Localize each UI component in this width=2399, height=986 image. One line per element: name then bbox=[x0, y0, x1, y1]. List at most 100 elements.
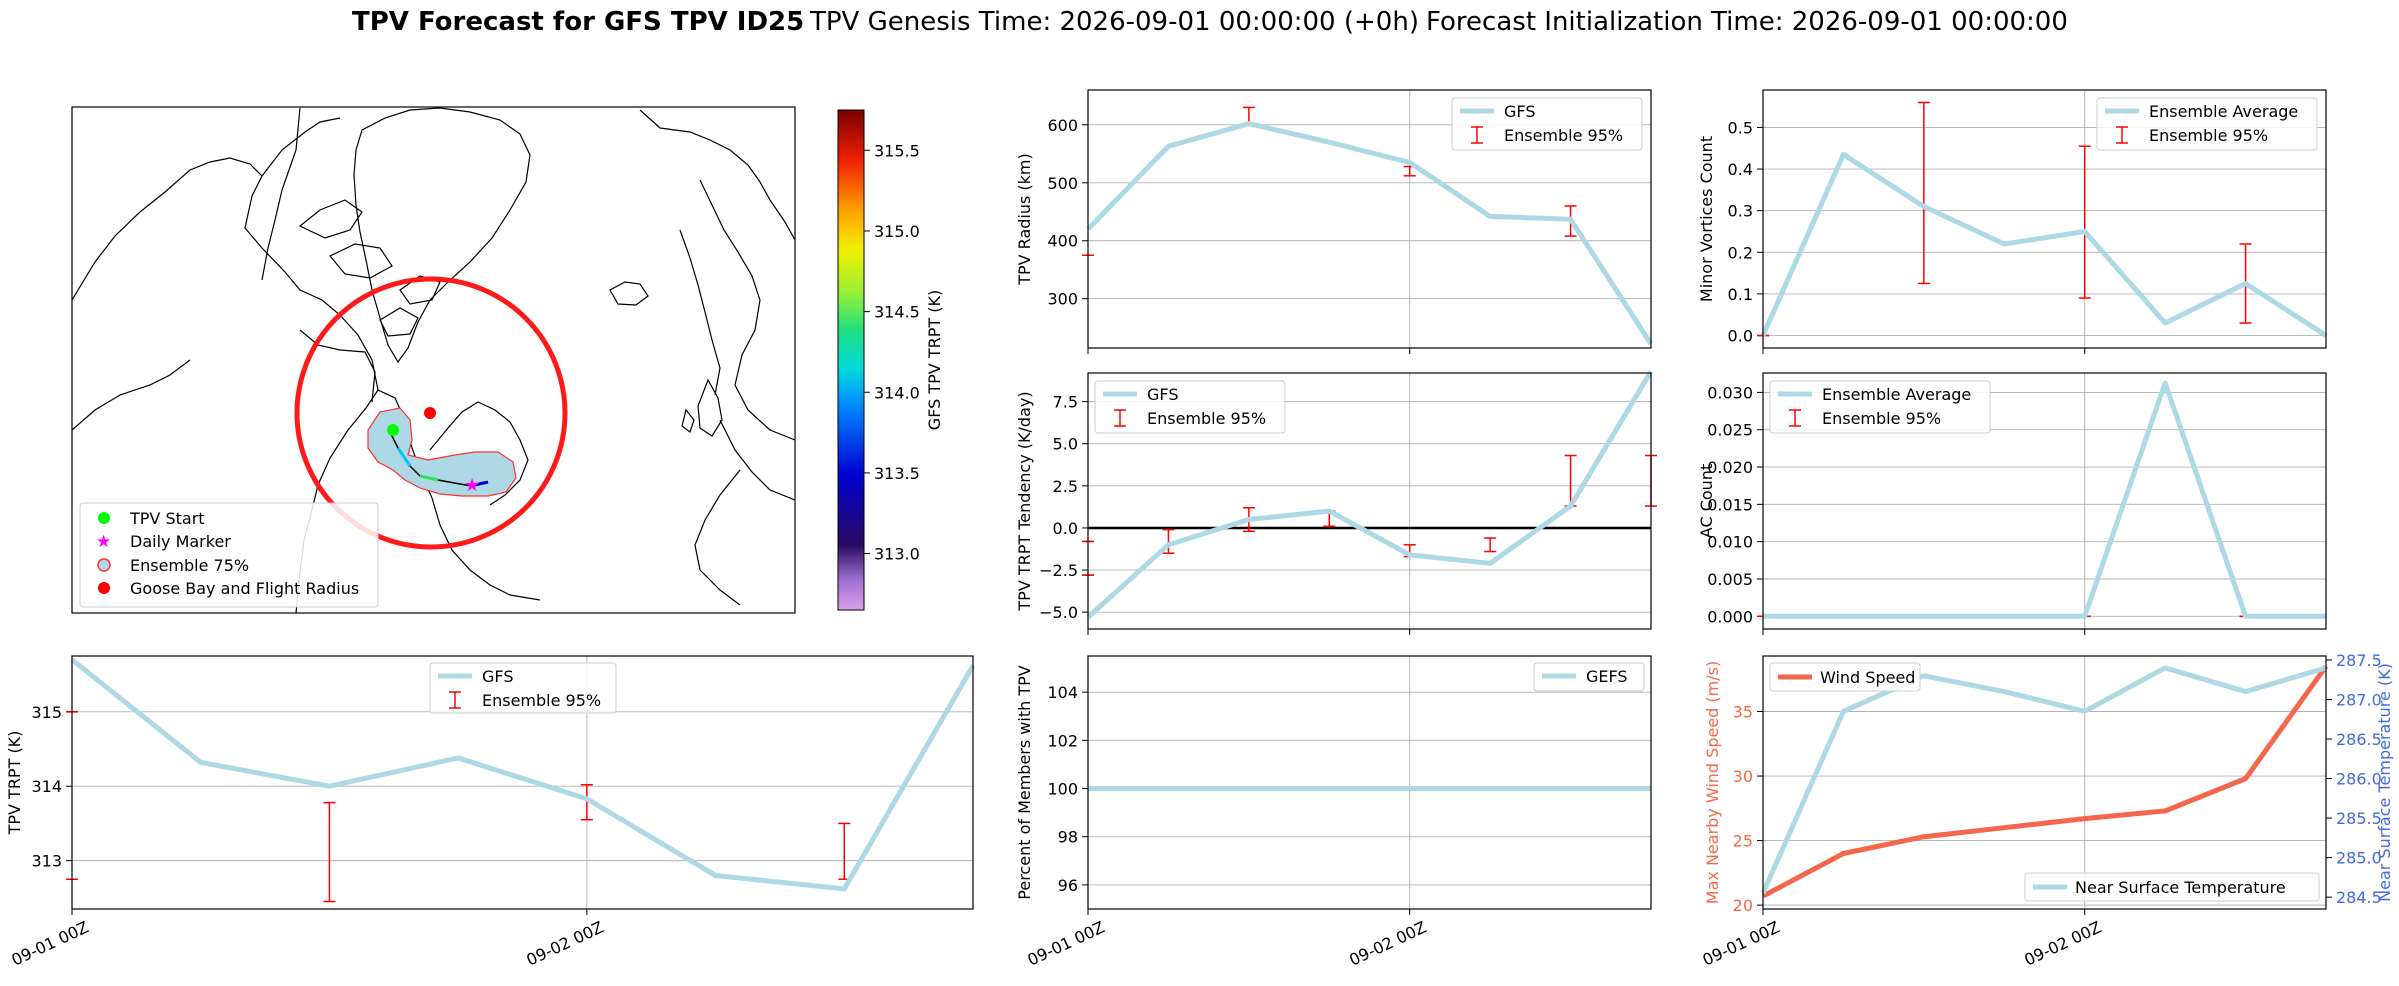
legend-start-icon bbox=[98, 512, 110, 524]
tick-label-y: 600 bbox=[1047, 116, 1078, 135]
goose-bay-marker bbox=[424, 407, 436, 419]
legend-label: GEFS bbox=[1586, 667, 1628, 686]
tick-label-y: 0.1 bbox=[1728, 285, 1753, 304]
chart-members: 96 98 100 102 104 Percent of Members with TPV… bbox=[1015, 655, 1652, 970]
legend: Ensemble Average Ensemble 95% bbox=[1769, 380, 1991, 434]
tick-label-y: 5.0 bbox=[1053, 435, 1078, 454]
tick-label-y: 0.010 bbox=[1707, 533, 1753, 552]
figure-title-bold: TPV Forecast for GFS TPV ID25 bbox=[352, 7, 804, 37]
legend-box bbox=[1769, 662, 1921, 692]
figure-title-init: Forecast Initialization Time: 2026-09-01… bbox=[1426, 7, 2068, 37]
tick-label-y: 0.000 bbox=[1707, 607, 1753, 626]
tick-label-y: 96 bbox=[1058, 876, 1078, 895]
legend-box bbox=[1769, 380, 1991, 434]
tick-label-y: 0.0 bbox=[1053, 519, 1078, 538]
tick-label-y: 315 bbox=[31, 703, 62, 722]
legend-star-icon: ★ bbox=[96, 532, 111, 552]
tick-label-y2: 285.5 bbox=[2336, 809, 2382, 828]
tick-label-y: 0.025 bbox=[1707, 421, 1753, 440]
plot-frame bbox=[1762, 372, 2327, 630]
tick-label-y: 20 bbox=[1733, 896, 1753, 915]
tick-label-y: 500 bbox=[1047, 174, 1078, 193]
series-line bbox=[1763, 380, 2326, 619]
tick-label-x: 09-02 00Z bbox=[523, 917, 606, 969]
tick-label-y: 98 bbox=[1058, 828, 1078, 847]
axis-label-y: AC Count bbox=[1697, 464, 1716, 538]
legend-box bbox=[2024, 872, 2320, 902]
tick-label-y2: 287.5 bbox=[2336, 651, 2382, 670]
legend-label: Ensemble 95% bbox=[482, 691, 601, 710]
colorbar-tick-label: 313.0 bbox=[874, 545, 920, 564]
map-legend-label: Daily Marker bbox=[130, 532, 231, 551]
axis-label-y: Max Nearby Wind Speed (m/s) bbox=[1703, 661, 1722, 904]
tick-label-y: 0.0 bbox=[1728, 327, 1753, 346]
colorbar bbox=[837, 109, 865, 611]
legend-label: Near Surface Temperature bbox=[2075, 878, 2286, 897]
map-legend-label: Goose Bay and Flight Radius bbox=[130, 579, 359, 598]
legend: GFS Ensemble 95% bbox=[1451, 97, 1643, 151]
legend-label: Ensemble 95% bbox=[1147, 409, 1266, 428]
plot-frame bbox=[71, 655, 974, 910]
tick-label-x: 09-01 00Z bbox=[1025, 917, 1108, 969]
figure-title-genesis: TPV Genesis Time: 2026-09-01 00:00:00 (+… bbox=[809, 7, 1419, 37]
legend-wind: Wind Speed bbox=[1769, 662, 1921, 692]
chart-tendency: −5.0 −2.5 0.0 2.5 5.0 7.5 TPV TRPT Tendency (K… bbox=[1015, 370, 1657, 635]
colorbar-tick-label: 315.0 bbox=[874, 222, 920, 241]
chart-ac: 0.000 0.005 0.010 0.015 0.020 0.025 0.030 AC Co… bbox=[1697, 372, 2327, 635]
tick-label-y: 0.020 bbox=[1707, 458, 1753, 477]
tpv-track-color-seg bbox=[396, 447, 412, 467]
legend: GEFS bbox=[1533, 662, 1645, 692]
tick-label-y: 102 bbox=[1047, 731, 1078, 750]
map-coastlines bbox=[72, 107, 795, 613]
legend-box bbox=[1451, 97, 1643, 151]
map-legend-label: Ensemble 75% bbox=[130, 556, 249, 575]
colorbar-tick-label: 314.5 bbox=[874, 303, 920, 322]
ensemble-75-region bbox=[367, 407, 517, 497]
legend-goose-bay-icon bbox=[98, 582, 110, 594]
tick-label-y2: 286.5 bbox=[2336, 730, 2382, 749]
map-legend: TPV Start ★ Daily Marker Ensemble 75% Go… bbox=[79, 502, 379, 608]
series-line-temperature bbox=[1760, 665, 2327, 895]
legend-temp: Near Surface Temperature bbox=[2024, 872, 2320, 902]
legend-box bbox=[429, 662, 617, 714]
tick-label-y2: 286.0 bbox=[2336, 770, 2382, 789]
axis-label-y2: Near Surface Temperature (K) bbox=[2375, 663, 2394, 902]
plot-frame bbox=[1762, 89, 2327, 349]
tpv-start-marker bbox=[387, 424, 399, 436]
tick-label-y: 30 bbox=[1733, 767, 1753, 786]
chart-wind_temp: 20 25 30 35 Max Nearby Wind Speed (m/s) 09-01… bbox=[1700, 651, 2394, 970]
tick-label-y: 2.5 bbox=[1053, 477, 1078, 496]
series-line bbox=[1761, 664, 2329, 899]
daily-marker: ★ bbox=[464, 475, 480, 496]
tick-label-y: 0.2 bbox=[1728, 243, 1753, 262]
tick-label-y2: 284.5 bbox=[2336, 888, 2382, 907]
legend-label: GFS bbox=[1147, 385, 1178, 404]
tick-label-y: 314 bbox=[31, 777, 62, 796]
tick-label-y: 300 bbox=[1047, 290, 1078, 309]
legend-label: Wind Speed bbox=[1820, 668, 1915, 687]
tick-label-y: 0.4 bbox=[1728, 160, 1753, 179]
tick-label-y: 100 bbox=[1047, 780, 1078, 799]
tick-label-y: 0.005 bbox=[1707, 570, 1753, 589]
tick-label-y: 313 bbox=[31, 852, 62, 871]
plot-frame bbox=[1762, 655, 2327, 910]
tick-label-y: 0.5 bbox=[1728, 118, 1753, 137]
colorbar-tick-label: 314.0 bbox=[874, 383, 920, 402]
tick-label-x: 09-01 00Z bbox=[1700, 917, 1783, 969]
chart-minor: 0.0 0.1 0.2 0.3 0.4 0.5 Minor Vortices Count En… bbox=[1697, 89, 2328, 354]
tick-label-y: −5.0 bbox=[1039, 603, 1078, 622]
tick-label-y: 0.030 bbox=[1707, 383, 1753, 402]
series-line bbox=[70, 657, 976, 892]
tick-label-y: 25 bbox=[1733, 832, 1753, 851]
legend: GFS Ensemble 95% bbox=[429, 662, 617, 714]
legend-label: GFS bbox=[1504, 102, 1535, 121]
legend-ensemble-icon bbox=[97, 558, 111, 572]
tick-label-x: 09-02 00Z bbox=[2021, 917, 2104, 969]
axis-label-y: Percent of Members with TPV bbox=[1015, 665, 1034, 899]
plot-frame bbox=[1087, 89, 1652, 349]
legend-label: Ensemble Average bbox=[2149, 102, 2298, 121]
colorbar-label: GFS TPV TRPT (K) bbox=[925, 290, 944, 430]
tick-label-y2: 287.0 bbox=[2336, 690, 2382, 709]
